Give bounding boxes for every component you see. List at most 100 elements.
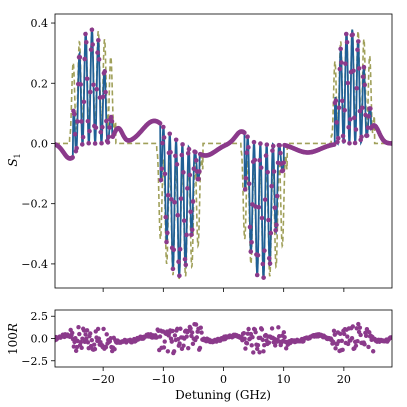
main-y-axis-label: S1	[6, 153, 22, 166]
data-point	[96, 37, 101, 43]
data-point	[106, 134, 112, 140]
data-point	[178, 196, 184, 201]
data-point	[83, 39, 89, 45]
data-point	[270, 143, 276, 149]
data-point	[356, 66, 362, 71]
data-point	[263, 153, 269, 158]
data-point	[250, 202, 255, 207]
residual-point	[250, 335, 255, 340]
data-point	[339, 60, 344, 65]
y-tick-label: −2.5	[21, 355, 48, 368]
data-point	[254, 272, 260, 278]
residual-point	[73, 348, 79, 354]
residual-points	[55, 321, 392, 356]
data-point	[181, 170, 186, 175]
residual-point	[80, 336, 85, 341]
data-point	[183, 262, 189, 268]
data-point	[174, 162, 180, 167]
residual-point	[251, 350, 256, 355]
residual-point	[266, 340, 272, 345]
x-tick-label: 0	[220, 373, 227, 386]
residual-point	[269, 326, 275, 331]
data-point	[262, 197, 268, 202]
data-point	[164, 239, 169, 245]
main-y-axis-label-main: S	[6, 158, 20, 166]
data-point	[79, 119, 84, 124]
main-panel: −0.4 −0.2 0.0 0.2 0.4 S1	[6, 13, 393, 292]
data-point	[177, 246, 183, 252]
residual-point	[92, 346, 98, 352]
data-point	[264, 142, 270, 147]
data-point	[77, 54, 83, 60]
residual-y-axis-label-num: 100	[6, 332, 20, 355]
data-point	[103, 89, 108, 95]
data-point	[273, 227, 278, 233]
data-point	[95, 50, 100, 55]
data-point	[259, 215, 265, 221]
data-point	[249, 240, 254, 245]
data-point	[85, 118, 91, 124]
residual-point	[170, 328, 175, 334]
residual-point	[91, 342, 97, 347]
data-point	[159, 166, 165, 172]
data-point	[368, 106, 373, 111]
data-point	[102, 69, 108, 74]
data-point	[173, 153, 178, 159]
data-point	[251, 139, 257, 145]
data-point	[191, 166, 197, 172]
data-point	[339, 98, 345, 104]
data-point	[189, 227, 195, 233]
data-point	[107, 125, 112, 130]
data-point	[357, 108, 363, 114]
data-point	[337, 66, 343, 72]
data-point	[335, 135, 341, 141]
data-point	[88, 47, 94, 52]
data-point	[257, 158, 262, 163]
data-point	[267, 261, 273, 266]
data-point	[88, 89, 93, 95]
residual-point	[331, 339, 336, 344]
data-point	[168, 149, 173, 155]
residual-point	[244, 341, 250, 346]
data-point	[100, 124, 105, 130]
residual-point	[181, 343, 186, 348]
residual-point	[367, 330, 372, 335]
residual-point	[171, 349, 177, 354]
data-point	[340, 133, 346, 139]
residual-point	[339, 338, 345, 343]
data-point	[244, 150, 250, 155]
residual-point	[96, 336, 102, 341]
data-point	[356, 39, 361, 44]
data-point	[351, 115, 357, 121]
residual-point	[357, 325, 363, 330]
data-point	[173, 137, 179, 143]
residual-point	[255, 346, 260, 352]
data-point	[246, 181, 252, 187]
data-point	[353, 127, 359, 132]
data-point	[248, 249, 254, 254]
x-tick-label: −20	[92, 373, 115, 386]
residual-point	[353, 343, 359, 348]
residual-point	[84, 328, 90, 333]
data-point	[180, 142, 185, 147]
data-point	[242, 130, 247, 136]
data-point	[98, 129, 104, 135]
data-point	[366, 114, 372, 119]
data-point	[188, 209, 193, 215]
data-point	[345, 80, 351, 86]
measured-data-points	[55, 27, 392, 280]
data-point	[266, 217, 271, 223]
residual-y-axis-label: 100R	[6, 323, 20, 355]
residual-point	[70, 330, 75, 336]
data-point	[92, 141, 98, 146]
data-point	[343, 61, 348, 67]
residual-point	[104, 332, 109, 337]
residual-point	[255, 342, 261, 348]
data-point	[342, 107, 347, 113]
data-point	[280, 168, 286, 173]
residual-point	[282, 335, 287, 340]
data-point	[362, 82, 368, 88]
data-point	[75, 119, 80, 124]
residual-point	[178, 326, 183, 331]
